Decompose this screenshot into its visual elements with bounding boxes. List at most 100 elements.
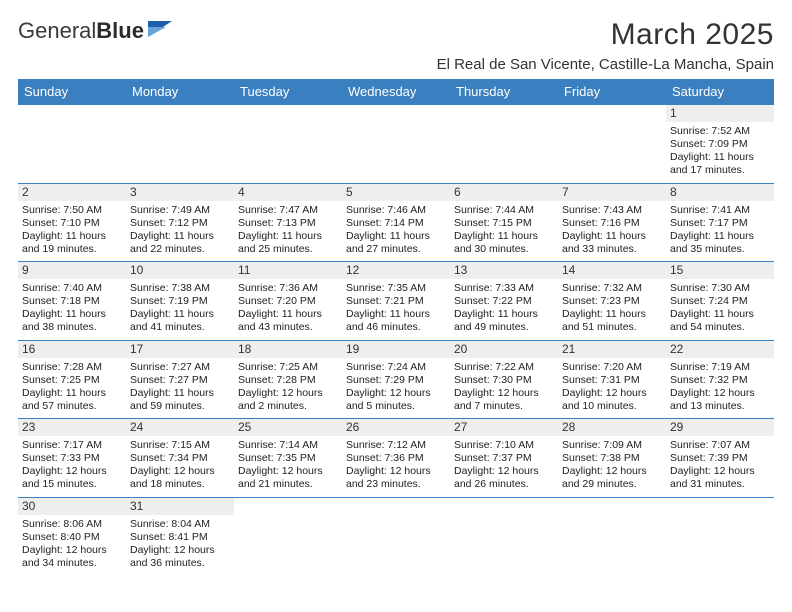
calendar-week-row: 16Sunrise: 7:28 AMSunset: 7:25 PMDayligh… bbox=[18, 340, 774, 419]
daylight-text: Daylight: 12 hours bbox=[22, 465, 122, 478]
daylight-text: and 59 minutes. bbox=[130, 400, 230, 413]
daylight-text: and 7 minutes. bbox=[454, 400, 554, 413]
calendar-day-cell: 24Sunrise: 7:15 AMSunset: 7:34 PMDayligh… bbox=[126, 419, 234, 498]
daylight-text: Daylight: 12 hours bbox=[22, 544, 122, 557]
sunset-text: Sunset: 7:13 PM bbox=[238, 217, 338, 230]
calendar-day-cell bbox=[126, 105, 234, 183]
brand-logo: GeneralBlue bbox=[18, 18, 176, 44]
brand-flag-icon bbox=[148, 19, 176, 44]
daylight-text: and 54 minutes. bbox=[670, 321, 770, 334]
calendar-day-cell: 7Sunrise: 7:43 AMSunset: 7:16 PMDaylight… bbox=[558, 183, 666, 262]
calendar-week-row: 30Sunrise: 8:06 AMSunset: 8:40 PMDayligh… bbox=[18, 497, 774, 575]
sunrise-text: Sunrise: 7:09 AM bbox=[562, 439, 662, 452]
calendar-day-cell: 28Sunrise: 7:09 AMSunset: 7:38 PMDayligh… bbox=[558, 419, 666, 498]
header: GeneralBlue March 2025 El Real de San Vi… bbox=[18, 18, 774, 73]
sunrise-text: Sunrise: 7:17 AM bbox=[22, 439, 122, 452]
daylight-text: Daylight: 12 hours bbox=[670, 465, 770, 478]
calendar-day-cell: 10Sunrise: 7:38 AMSunset: 7:19 PMDayligh… bbox=[126, 262, 234, 341]
sunset-text: Sunset: 7:23 PM bbox=[562, 295, 662, 308]
day-number: 1 bbox=[666, 105, 774, 122]
weekday-header: Sunday bbox=[18, 79, 126, 105]
calendar-table: Sunday Monday Tuesday Wednesday Thursday… bbox=[18, 79, 774, 575]
calendar-day-cell bbox=[342, 105, 450, 183]
sunset-text: Sunset: 7:38 PM bbox=[562, 452, 662, 465]
sunset-text: Sunset: 7:29 PM bbox=[346, 374, 446, 387]
daylight-text: Daylight: 11 hours bbox=[562, 230, 662, 243]
daylight-text: and 29 minutes. bbox=[562, 478, 662, 491]
daylight-text: and 21 minutes. bbox=[238, 478, 338, 491]
daylight-text: and 17 minutes. bbox=[670, 164, 770, 177]
calendar-day-cell bbox=[342, 497, 450, 575]
sunrise-text: Sunrise: 7:46 AM bbox=[346, 204, 446, 217]
sunrise-text: Sunrise: 7:32 AM bbox=[562, 282, 662, 295]
day-number: 28 bbox=[558, 419, 666, 436]
calendar-day-cell: 13Sunrise: 7:33 AMSunset: 7:22 PMDayligh… bbox=[450, 262, 558, 341]
sunrise-text: Sunrise: 7:12 AM bbox=[346, 439, 446, 452]
sunrise-text: Sunrise: 7:40 AM bbox=[22, 282, 122, 295]
daylight-text: Daylight: 11 hours bbox=[22, 387, 122, 400]
sunrise-text: Sunrise: 7:50 AM bbox=[22, 204, 122, 217]
title-block: March 2025 El Real de San Vicente, Casti… bbox=[437, 18, 774, 73]
daylight-text: Daylight: 11 hours bbox=[670, 308, 770, 321]
sunset-text: Sunset: 7:10 PM bbox=[22, 217, 122, 230]
sunrise-text: Sunrise: 7:41 AM bbox=[670, 204, 770, 217]
daylight-text: Daylight: 12 hours bbox=[130, 544, 230, 557]
daylight-text: Daylight: 11 hours bbox=[346, 230, 446, 243]
calendar-page: GeneralBlue March 2025 El Real de San Vi… bbox=[0, 0, 792, 575]
sunset-text: Sunset: 7:37 PM bbox=[454, 452, 554, 465]
weekday-header: Monday bbox=[126, 79, 234, 105]
daylight-text: Daylight: 11 hours bbox=[238, 308, 338, 321]
calendar-day-cell: 31Sunrise: 8:04 AMSunset: 8:41 PMDayligh… bbox=[126, 497, 234, 575]
daylight-text: Daylight: 12 hours bbox=[454, 465, 554, 478]
daylight-text: and 19 minutes. bbox=[22, 243, 122, 256]
day-number: 24 bbox=[126, 419, 234, 436]
calendar-day-cell: 29Sunrise: 7:07 AMSunset: 7:39 PMDayligh… bbox=[666, 419, 774, 498]
brand-name-b: Blue bbox=[96, 18, 144, 43]
day-number: 5 bbox=[342, 184, 450, 201]
sunset-text: Sunset: 7:34 PM bbox=[130, 452, 230, 465]
weekday-header: Saturday bbox=[666, 79, 774, 105]
calendar-day-cell: 8Sunrise: 7:41 AMSunset: 7:17 PMDaylight… bbox=[666, 183, 774, 262]
day-number: 29 bbox=[666, 419, 774, 436]
daylight-text: Daylight: 11 hours bbox=[238, 230, 338, 243]
sunrise-text: Sunrise: 7:33 AM bbox=[454, 282, 554, 295]
weekday-header: Thursday bbox=[450, 79, 558, 105]
calendar-day-cell: 11Sunrise: 7:36 AMSunset: 7:20 PMDayligh… bbox=[234, 262, 342, 341]
calendar-day-cell: 27 Sunrise: 7:10 AMSunset: 7:37 PMDayligh… bbox=[450, 419, 558, 498]
day-number: 31 bbox=[126, 498, 234, 515]
daylight-text: and 22 minutes. bbox=[130, 243, 230, 256]
calendar-day-cell: 26Sunrise: 7:12 AMSunset: 7:36 PMDayligh… bbox=[342, 419, 450, 498]
daylight-text: and 33 minutes. bbox=[562, 243, 662, 256]
daylight-text: and 57 minutes. bbox=[22, 400, 122, 413]
calendar-day-cell: 1Sunrise: 7:52 AMSunset: 7:09 PMDaylight… bbox=[666, 105, 774, 183]
calendar-day-cell: 20Sunrise: 7:22 AMSunset: 7:30 PMDayligh… bbox=[450, 340, 558, 419]
sunset-text: Sunset: 8:40 PM bbox=[22, 531, 122, 544]
daylight-text: Daylight: 12 hours bbox=[346, 387, 446, 400]
sunrise-text: Sunrise: 7:24 AM bbox=[346, 361, 446, 374]
sunset-text: Sunset: 7:16 PM bbox=[562, 217, 662, 230]
daylight-text: and 13 minutes. bbox=[670, 400, 770, 413]
sunrise-text: Sunrise: 7:30 AM bbox=[670, 282, 770, 295]
sunrise-text: Sunrise: 7:47 AM bbox=[238, 204, 338, 217]
daylight-text: and 26 minutes. bbox=[454, 478, 554, 491]
calendar-week-row: 1Sunrise: 7:52 AMSunset: 7:09 PMDaylight… bbox=[18, 105, 774, 183]
sunrise-text: Sunrise: 7:07 AM bbox=[670, 439, 770, 452]
day-number: 6 bbox=[450, 184, 558, 201]
brand-name-a: General bbox=[18, 18, 96, 43]
daylight-text: Daylight: 12 hours bbox=[670, 387, 770, 400]
calendar-day-cell: 30Sunrise: 8:06 AMSunset: 8:40 PMDayligh… bbox=[18, 497, 126, 575]
daylight-text: Daylight: 11 hours bbox=[670, 230, 770, 243]
sunrise-text: Sunrise: 7:44 AM bbox=[454, 204, 554, 217]
daylight-text: Daylight: 11 hours bbox=[130, 308, 230, 321]
calendar-day-cell: 18Sunrise: 7:25 AMSunset: 7:28 PMDayligh… bbox=[234, 340, 342, 419]
sunset-text: Sunset: 7:12 PM bbox=[130, 217, 230, 230]
calendar-day-cell: 2Sunrise: 7:50 AMSunset: 7:10 PMDaylight… bbox=[18, 183, 126, 262]
sunrise-text: Sunrise: 7:10 AM bbox=[454, 439, 554, 452]
day-number: 22 bbox=[666, 341, 774, 358]
sunrise-text: Sunrise: 7:14 AM bbox=[238, 439, 338, 452]
daylight-text: and 34 minutes. bbox=[22, 557, 122, 570]
calendar-day-cell bbox=[450, 497, 558, 575]
day-number: 27 bbox=[450, 419, 558, 436]
calendar-day-cell: 3Sunrise: 7:49 AMSunset: 7:12 PMDaylight… bbox=[126, 183, 234, 262]
day-number: 9 bbox=[18, 262, 126, 279]
